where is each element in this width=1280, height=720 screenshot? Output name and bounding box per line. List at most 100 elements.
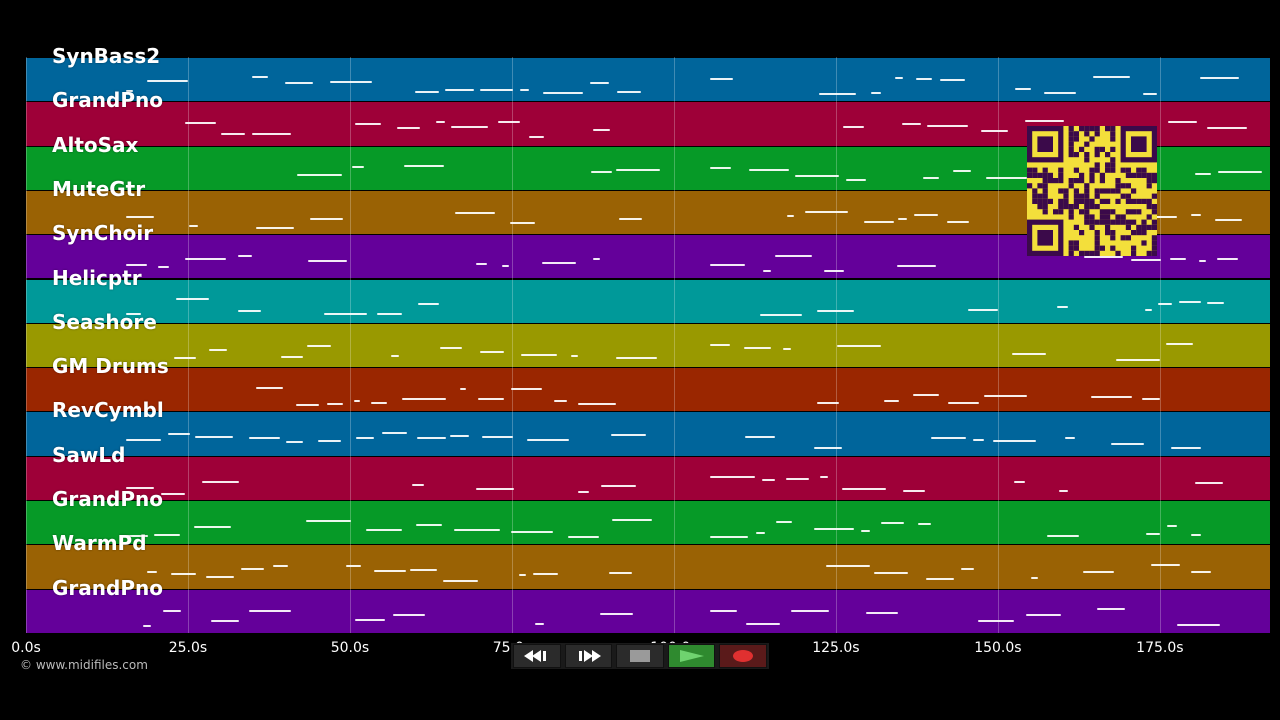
midi-note (376, 312, 403, 315)
fast-forward-button[interactable] (564, 644, 613, 668)
midi-note (554, 400, 568, 403)
midi-note (252, 76, 269, 79)
midi-note (940, 78, 965, 81)
midi-note (783, 347, 791, 350)
midi-note (189, 224, 198, 227)
midi-note (518, 573, 526, 576)
fast-forward-icon (579, 650, 602, 662)
midi-note (1043, 92, 1077, 95)
midi-note (577, 402, 617, 405)
midi-note (498, 121, 520, 124)
midi-note (519, 89, 529, 92)
midi-note (749, 169, 789, 172)
midi-note (345, 564, 362, 567)
record-button[interactable] (719, 644, 767, 668)
midi-note (902, 489, 925, 492)
time-tick-label: 175.0s (1136, 640, 1184, 656)
midi-note (1191, 571, 1212, 574)
midi-note (1166, 524, 1178, 527)
midi-note (611, 434, 646, 437)
midi-note (611, 519, 652, 522)
midi-note (616, 168, 661, 171)
midi-note (541, 262, 576, 265)
midi-note (173, 356, 197, 359)
qr-code (1027, 126, 1157, 256)
stop-button[interactable] (616, 644, 664, 668)
midi-note (913, 394, 939, 397)
midi-note (125, 264, 148, 267)
midi-note (1012, 352, 1047, 355)
track-lane: GrandPno (26, 487, 1270, 545)
midi-note (454, 529, 500, 532)
midi-note (307, 260, 348, 263)
midi-note (415, 90, 440, 93)
midi-note (445, 88, 475, 91)
midi-note (323, 312, 367, 315)
time-tick-label: 0.0s (11, 640, 41, 656)
midi-note (609, 572, 632, 575)
midi-note (925, 578, 955, 581)
midi-note (373, 570, 406, 573)
midi-note (1115, 359, 1160, 362)
midi-note (184, 122, 216, 125)
midi-note (306, 520, 352, 523)
midi-note (307, 344, 332, 347)
midi-note (459, 388, 466, 391)
midi-note (930, 436, 966, 439)
track-name: SawLd (52, 442, 126, 467)
midi-note (354, 122, 382, 125)
midi-note (759, 313, 803, 316)
rewind-button[interactable] (513, 644, 561, 668)
midi-note (846, 179, 866, 182)
midi-note (1131, 259, 1162, 262)
midi-note (1198, 259, 1207, 262)
midi-note (401, 398, 446, 401)
midi-note (238, 310, 262, 313)
midi-note (1179, 300, 1202, 303)
track-name: RevCymbl (52, 398, 164, 423)
midi-note (297, 173, 343, 176)
track-name: GrandPno (52, 575, 163, 600)
copyright-text: © www.midifiles.com (20, 658, 148, 672)
midi-note (353, 399, 361, 402)
midi-note (237, 255, 252, 258)
midi-note (593, 129, 611, 132)
play-button[interactable] (667, 644, 716, 668)
midi-note (814, 447, 842, 450)
midi-note (440, 346, 463, 349)
midi-note (710, 77, 734, 80)
midi-note (1206, 126, 1248, 129)
track-name: SynBass2 (52, 44, 161, 68)
midi-note (894, 77, 903, 80)
midi-note (502, 265, 510, 268)
midi-note (1065, 436, 1075, 439)
midi-note (201, 481, 239, 484)
stop-icon (629, 650, 650, 662)
midi-note (837, 345, 881, 348)
midi-note (1214, 218, 1243, 221)
time-tick-label: 150.0s (974, 640, 1022, 656)
midi-note (1090, 395, 1133, 398)
grid-line (997, 57, 999, 633)
midi-note (479, 88, 513, 91)
midi-note (252, 132, 292, 135)
midi-note (992, 440, 1036, 443)
midi-note (978, 620, 1014, 623)
midi-note (476, 488, 515, 491)
midi-note (861, 530, 870, 533)
midi-note (527, 439, 569, 442)
midi-note (1145, 309, 1152, 312)
midi-note (435, 120, 445, 123)
midi-note (442, 580, 478, 583)
midi-note (947, 402, 979, 405)
midi-note (918, 523, 932, 526)
midi-note (396, 126, 421, 129)
midi-note (984, 394, 1027, 397)
midi-note (125, 535, 148, 538)
track-name: Helicptr (52, 265, 142, 290)
midi-note (327, 403, 343, 406)
track-name: GrandPno (52, 487, 163, 511)
midi-note (1170, 258, 1187, 261)
midi-note (296, 403, 319, 406)
midi-note (241, 567, 265, 570)
